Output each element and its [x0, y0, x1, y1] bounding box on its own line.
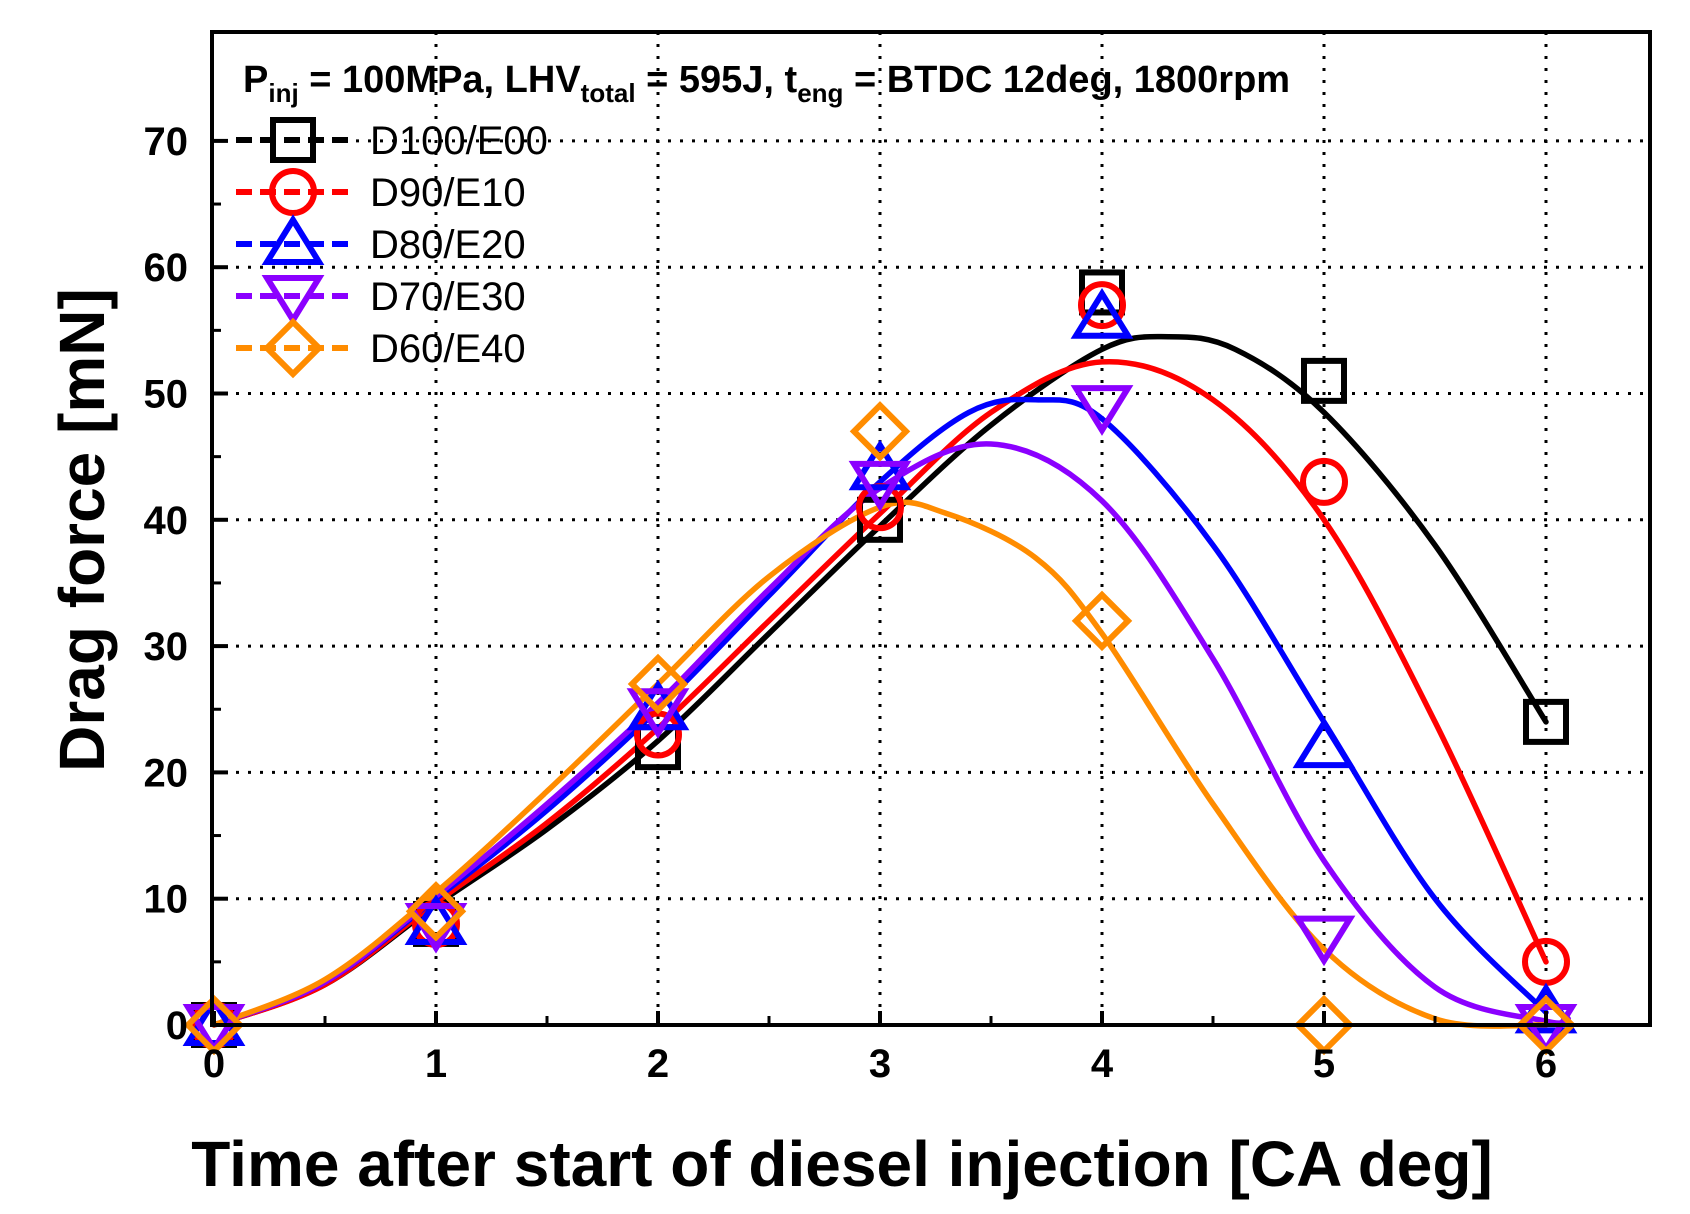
data-point-d60-e40 — [1071, 590, 1133, 652]
y-tick-label: 70 — [144, 120, 189, 164]
data-point-d70-e30 — [1514, 1004, 1578, 1055]
data-point-d80-e20 — [1292, 717, 1356, 769]
x-tick-label: 4 — [1091, 1042, 1114, 1086]
legend-item-d60-e40: D60/E40 — [236, 317, 526, 379]
legend-marker-circle-icon — [269, 168, 317, 216]
y-tick-label: 20 — [144, 751, 189, 795]
data-point-d100-e00 — [1301, 357, 1347, 404]
y-tick-label: 0 — [166, 1004, 188, 1048]
data-point-d90-e10 — [1078, 281, 1126, 330]
data-point-d80-e20 — [1070, 288, 1134, 339]
data-point-d70-e30 — [1070, 385, 1134, 436]
y-tick-label: 40 — [144, 499, 189, 543]
data-point-d60-e40 — [849, 401, 911, 462]
data-point-d60-e40 — [1293, 994, 1355, 1056]
legend: D100/E00 D90/E10 D80/E20 D70/E30 D60/E40 — [236, 117, 548, 379]
legend-marker-triangle-up-icon — [261, 214, 325, 265]
x-axis-title: Time after start of diesel injection [CA… — [191, 1128, 1493, 1200]
fit-curve-d70-e30 — [211, 441, 1571, 1028]
annotation: Pinj = 100MPa, LHVtotal = 595J, teng = B… — [243, 59, 1290, 108]
x-tick-label: 2 — [647, 1042, 669, 1086]
data-point-d60-e40 — [405, 881, 467, 942]
fit-curves — [211, 333, 1571, 1029]
legend-marker-triangle-down-icon — [261, 275, 325, 326]
data-point-d100-e00 — [1523, 698, 1569, 745]
data-point-d60-e40 — [1515, 994, 1577, 1056]
y-tick-label: 10 — [144, 878, 189, 922]
legend-label: D60/E40 — [370, 327, 526, 371]
legend-item-d70-e30: D70/E30 — [236, 275, 526, 326]
legend-label: D90/E10 — [370, 171, 526, 215]
legend-item-d100-e00: D100/E00 — [236, 117, 548, 163]
data-point-d70-e30 — [626, 688, 690, 739]
x-tick-label: 1 — [425, 1042, 447, 1086]
x-tick-label: 5 — [1313, 1042, 1335, 1086]
data-point-d60-e40 — [627, 653, 689, 715]
x-tick-label: 0 — [203, 1042, 225, 1086]
fit-curve-d90-e10 — [211, 358, 1549, 1028]
y-axis-title: Drag force [mN] — [46, 288, 118, 772]
legend-label: D80/E20 — [370, 223, 526, 267]
legend-label: D100/E00 — [370, 119, 548, 163]
x-tick-label: 3 — [869, 1042, 891, 1086]
data-point-d60-e40 — [183, 994, 245, 1056]
legend-marker-diamond-icon — [262, 317, 324, 379]
legend-marker-square-icon — [270, 117, 316, 163]
data-point-d80-e20 — [626, 679, 690, 731]
data-point-d70-e30 — [1292, 915, 1356, 967]
x-tick-label: 6 — [1535, 1042, 1557, 1086]
legend-item-d90-e10: D90/E10 — [236, 168, 526, 216]
y-tick-label: 30 — [144, 625, 189, 669]
legend-item-d80-e20: D80/E20 — [236, 214, 526, 267]
data-point-d80-e20 — [182, 995, 246, 1046]
y-tick-label: 60 — [144, 246, 189, 290]
data-point-d90-e10 — [1300, 457, 1348, 506]
y-tick-label: 50 — [144, 373, 189, 417]
data-point-d70-e30 — [848, 460, 912, 512]
plot-frame — [210, 30, 1652, 1027]
legend-label: D70/E30 — [370, 275, 526, 319]
data-markers — [182, 269, 1578, 1056]
